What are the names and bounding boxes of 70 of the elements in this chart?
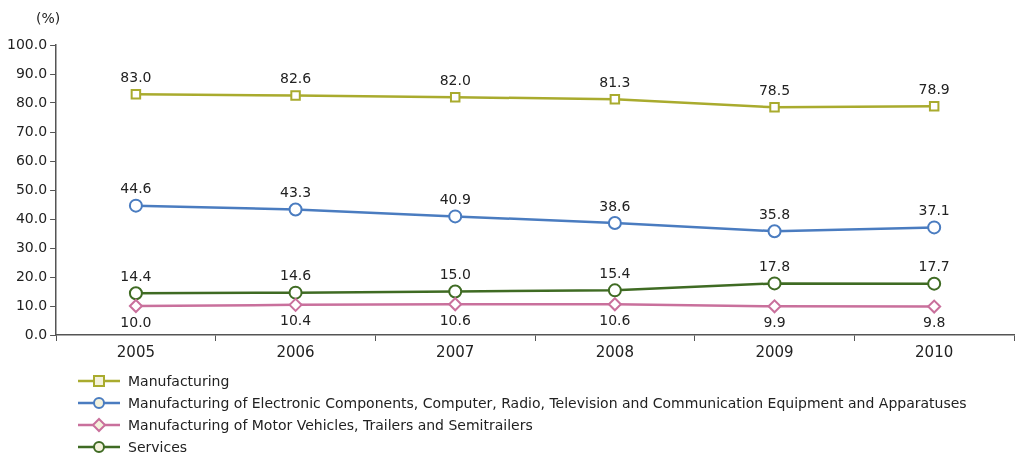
data-label: 15.4 xyxy=(599,264,631,281)
data-label: 10.0 xyxy=(120,313,152,330)
point xyxy=(927,220,942,235)
data-label: 17.8 xyxy=(758,258,791,275)
legend-label: Manufacturing of Electronic Components, Computer, Radio, Television and Communication Equipment and Apparatuses xyxy=(128,395,967,411)
point xyxy=(767,276,782,291)
x-tick-label: 2010 xyxy=(915,342,954,361)
y-tick-label: 60.0 xyxy=(15,151,48,168)
data-label: 15.0 xyxy=(439,266,471,283)
point xyxy=(767,224,782,239)
data-label: 9.8 xyxy=(923,314,946,331)
data-label: 81.3 xyxy=(599,73,631,90)
point xyxy=(290,90,301,101)
data-label: 40.9 xyxy=(439,191,471,208)
point xyxy=(448,209,463,224)
data-label: 37.1 xyxy=(918,202,950,219)
point xyxy=(128,299,143,313)
y-tick-label: 80.0 xyxy=(15,93,48,110)
point xyxy=(767,299,782,314)
data-label: 82.0 xyxy=(439,71,471,88)
data-label: 78.5 xyxy=(758,81,791,98)
point xyxy=(288,297,303,312)
data-label: 9.9 xyxy=(763,313,786,330)
y-tick-label: 100.0 xyxy=(6,35,48,52)
point xyxy=(130,89,142,100)
data-label: 83.0 xyxy=(120,68,152,85)
y-tick-label: 50.0 xyxy=(15,180,48,197)
data-label: 44.6 xyxy=(120,180,152,197)
y-tick-label: 20.0 xyxy=(15,267,48,284)
data-label: 14.4 xyxy=(120,267,152,284)
data-label: 43.3 xyxy=(279,184,312,201)
data-label: 14.6 xyxy=(279,267,312,284)
point xyxy=(927,299,942,314)
point xyxy=(927,276,942,291)
y-tick-label: 90.0 xyxy=(15,64,48,81)
y-tick-label: 30.0 xyxy=(15,238,48,255)
y-tick-label: 0.0 xyxy=(24,325,48,342)
data-label: 10.4 xyxy=(279,312,312,329)
x-tick-label: 2008 xyxy=(595,342,634,361)
point xyxy=(288,202,303,217)
y-tick-label: 10.0 xyxy=(15,296,48,313)
legend-label: Services xyxy=(128,439,188,455)
data-label: 10.6 xyxy=(439,311,471,328)
point xyxy=(928,100,940,112)
point xyxy=(607,297,622,312)
data-label: 82.6 xyxy=(279,70,312,87)
x-tick-label: 2006 xyxy=(276,342,315,361)
legend-label: Manufacturing xyxy=(128,373,230,389)
y-axis-title: (%) xyxy=(36,9,61,26)
legend-label: Manufacturing of Motor Vehicles, Trailers and Semitrailers xyxy=(128,417,533,433)
point xyxy=(607,283,622,298)
point xyxy=(288,285,303,300)
data-label: 17.7 xyxy=(918,258,950,275)
data-label: 10.6 xyxy=(599,311,631,328)
point xyxy=(607,216,622,231)
data-label: 78.9 xyxy=(918,80,950,97)
point xyxy=(448,297,463,312)
point xyxy=(609,93,621,105)
point xyxy=(448,284,463,299)
point xyxy=(769,102,780,113)
point xyxy=(128,198,143,213)
y-tick-label: 40.0 xyxy=(15,209,48,226)
point xyxy=(128,286,143,301)
x-tick-label: 2005 xyxy=(116,342,155,361)
data-label: 38.6 xyxy=(599,197,631,214)
data-label: 35.8 xyxy=(758,205,791,222)
point xyxy=(449,91,461,103)
y-tick-label: 70.0 xyxy=(15,122,48,139)
x-tick-label: 2007 xyxy=(436,342,475,361)
x-tick-label: 2009 xyxy=(755,342,794,361)
